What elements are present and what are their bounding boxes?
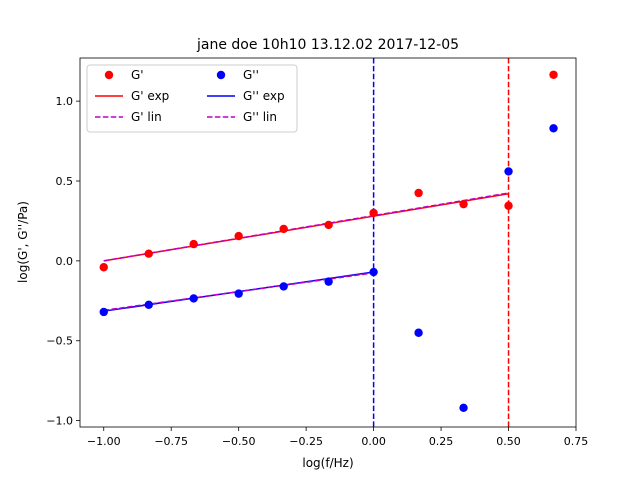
- series-0-point-8: [459, 199, 468, 209]
- series-0-point-5: [324, 220, 333, 230]
- legend-label-1: G' exp: [131, 89, 169, 103]
- series-1-point-4: [279, 282, 288, 291]
- legend-label-3: G'': [243, 68, 259, 82]
- series-0-point-1: [144, 249, 153, 258]
- series-0-point-3: [234, 231, 243, 241]
- series-1-point-6: [369, 267, 378, 277]
- legend-label-4: G'' exp: [243, 89, 285, 103]
- series-1-point-9: [504, 167, 513, 176]
- series-line-4: [103, 192, 509, 262]
- series-0-point-0: [99, 263, 108, 272]
- legend-marker-0: [104, 70, 114, 80]
- legend-label-5: G'' lin: [243, 110, 277, 124]
- series-0-point-2: [189, 239, 198, 249]
- x-tick-label-6: 0.50: [496, 435, 521, 448]
- y-tick-label-1: −0.5: [46, 335, 73, 348]
- series-0-point-6: [369, 208, 378, 218]
- x-tick-label-5: 0.25: [429, 435, 454, 448]
- x-tick-label-4: 0.00: [361, 435, 386, 448]
- x-tick-label-0: −1.00: [87, 435, 121, 448]
- y-tick-label-3: 0.5: [56, 175, 74, 188]
- series-1-point-1: [144, 300, 153, 309]
- series-1-point-0: [99, 307, 108, 317]
- series-1-point-10: [549, 124, 558, 133]
- series-0-point-9: [504, 201, 513, 210]
- y-tick-label-0: −1.0: [46, 415, 73, 428]
- series-1-point-3: [234, 289, 243, 298]
- legend-marker-3: [216, 70, 226, 80]
- axes-frame: [79, 57, 577, 428]
- legend: G' G' exp G' lin G'' G'' exp G'' lin: [86, 64, 298, 133]
- legend-box: [86, 64, 298, 133]
- chart-title: jane doe 10h10 13.12.02 2017-12-05: [196, 37, 459, 53]
- series-1-point-8: [459, 403, 468, 413]
- series-0-point-4: [279, 224, 288, 234]
- series-0-point-10: [549, 70, 558, 79]
- y-tick-label-2: 0.0: [56, 255, 74, 268]
- plot-area: [99, 58, 558, 427]
- x-tick-label-2: −0.50: [222, 435, 256, 448]
- x-tick-label-1: −0.75: [154, 435, 188, 448]
- axes: −1.00 −0.75 −0.50 −0.25 0.00 0.25 0.50 0.75 −1.0…: [46, 57, 589, 448]
- x-axis-label: log(f/Hz): [302, 456, 353, 470]
- series-1-point-2: [189, 294, 198, 303]
- y-tick-label-4: 1.0: [56, 95, 74, 108]
- series-1-point-5: [324, 277, 333, 286]
- x-tick-label-3: −0.25: [289, 435, 323, 448]
- x-tick-label-7: 0.75: [564, 435, 589, 448]
- series-0-point-7: [414, 188, 423, 198]
- legend-label-2: G' lin: [131, 110, 162, 124]
- series-1-point-7: [414, 328, 423, 337]
- legend-label-0: G': [131, 68, 144, 82]
- y-axis-label: log(G', G''/Pa): [16, 201, 30, 283]
